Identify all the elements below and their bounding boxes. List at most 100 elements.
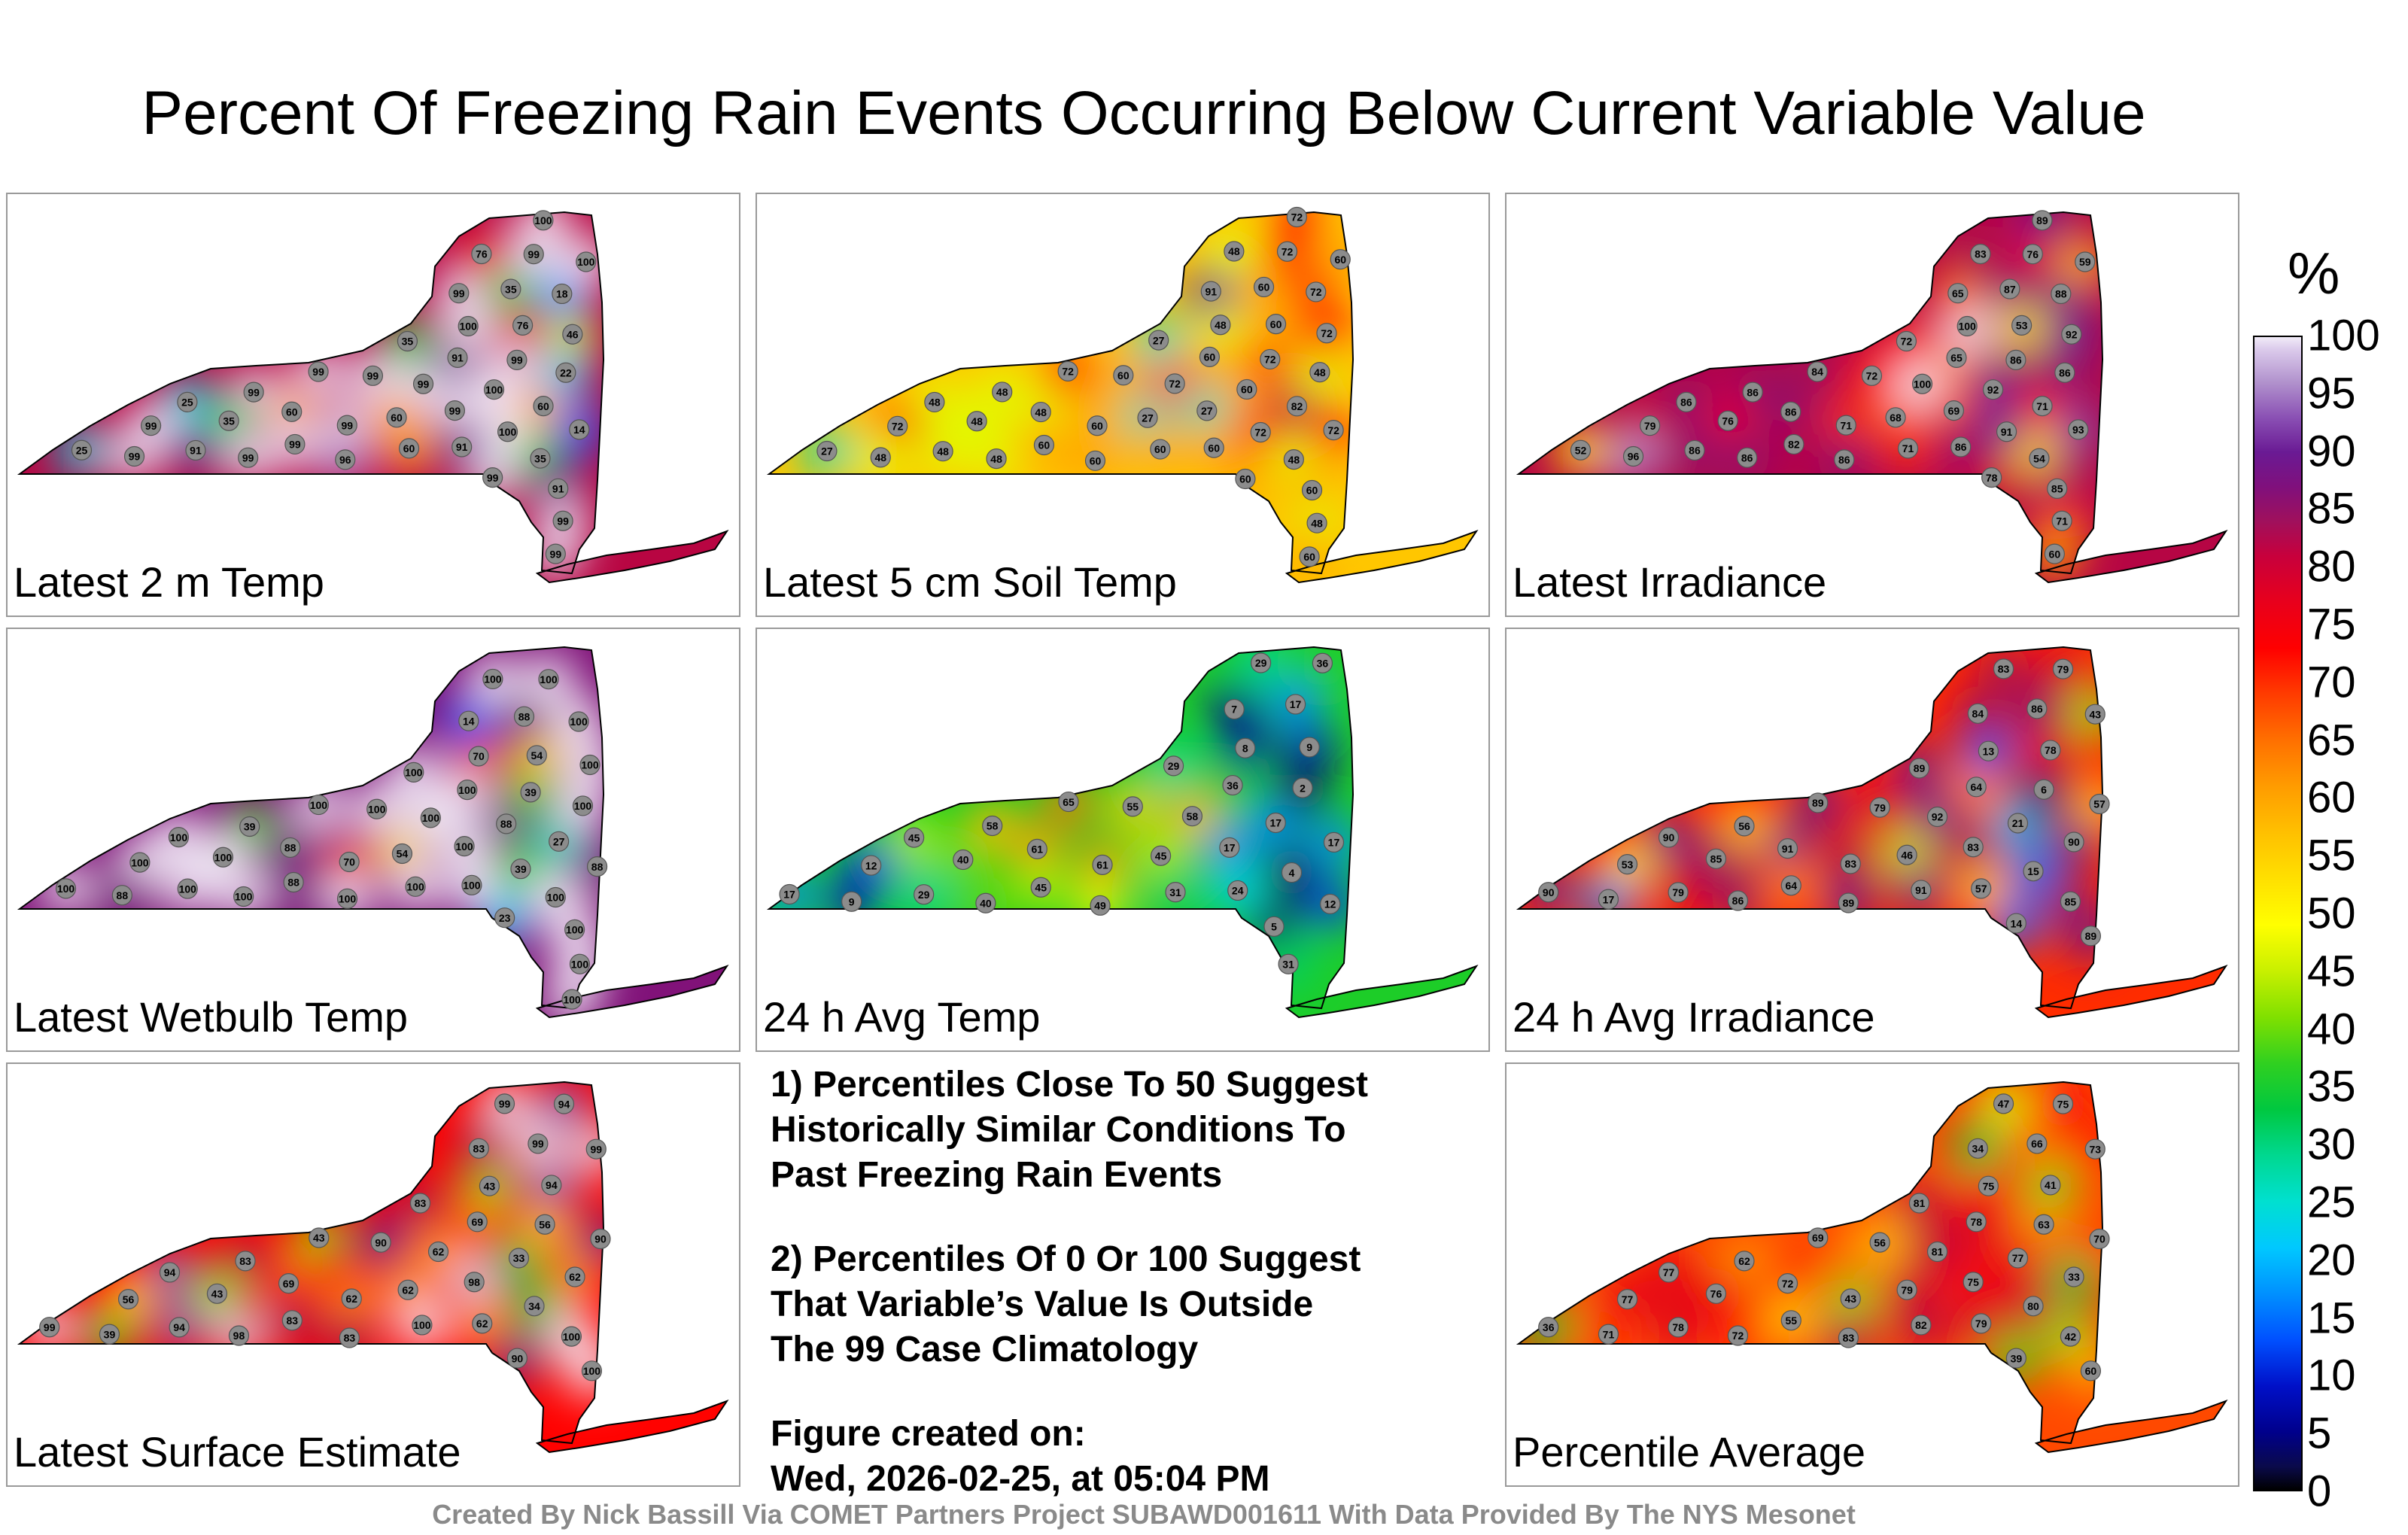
station-marker bbox=[281, 1310, 303, 1331]
station-value: 62 bbox=[1738, 1255, 1750, 1267]
station-value: 90 bbox=[1543, 886, 1555, 898]
station-value: 39 bbox=[524, 786, 537, 798]
station-value: 83 bbox=[1967, 841, 1979, 853]
colorbar-tick-label: 85 bbox=[2307, 484, 2356, 533]
station-value: 60 bbox=[1334, 254, 1346, 266]
station-marker bbox=[309, 1227, 330, 1248]
station-marker bbox=[1896, 1279, 1917, 1300]
station-marker bbox=[561, 1326, 582, 1347]
station-marker bbox=[870, 447, 891, 468]
station-value: 17 bbox=[1290, 698, 1302, 710]
station-marker bbox=[2051, 510, 2072, 531]
station-marker bbox=[1783, 433, 1804, 455]
station-marker bbox=[569, 953, 591, 974]
station-value: 88 bbox=[591, 861, 604, 873]
station-value: 60 bbox=[391, 412, 403, 424]
station-marker bbox=[458, 710, 479, 731]
station-value: 86 bbox=[1785, 406, 1797, 418]
station-marker bbox=[523, 244, 544, 265]
station-value: 17 bbox=[1328, 837, 1340, 849]
station-marker bbox=[471, 243, 492, 265]
station-marker bbox=[239, 816, 260, 837]
station-marker bbox=[1926, 806, 1948, 828]
station-marker bbox=[2026, 698, 2048, 719]
station-marker bbox=[496, 813, 517, 834]
station-marker bbox=[1236, 378, 1257, 400]
interpolated-field bbox=[1519, 212, 2226, 582]
station-marker bbox=[533, 210, 554, 231]
station-value: 63 bbox=[2038, 1218, 2050, 1230]
station-marker bbox=[1150, 845, 1172, 866]
station-value: 91 bbox=[2001, 426, 2013, 438]
field-background bbox=[20, 647, 727, 1017]
station-marker bbox=[1570, 439, 1592, 460]
station-value: 100 bbox=[214, 851, 233, 863]
station-value: 62 bbox=[569, 1271, 581, 1283]
station-marker bbox=[451, 436, 473, 457]
station-marker bbox=[561, 989, 582, 1010]
station-value: 60 bbox=[1117, 369, 1130, 381]
station-marker bbox=[538, 669, 559, 690]
station-value: 100 bbox=[534, 214, 552, 226]
station-value: 23 bbox=[499, 912, 511, 924]
station-marker bbox=[1299, 737, 1320, 758]
station-value: 79 bbox=[1644, 420, 1656, 432]
station-value: 60 bbox=[1038, 439, 1050, 451]
station-marker bbox=[1981, 467, 2002, 488]
station-marker bbox=[1210, 315, 1231, 336]
station-marker bbox=[1026, 838, 1047, 859]
station-marker bbox=[1299, 546, 1320, 567]
station-value: 91 bbox=[456, 441, 468, 453]
station-marker bbox=[932, 441, 953, 462]
station-marker bbox=[278, 1273, 299, 1294]
station-value: 75 bbox=[2057, 1098, 2069, 1110]
station-value: 100 bbox=[540, 673, 558, 685]
station-marker bbox=[1737, 447, 1758, 468]
interpolated-field bbox=[20, 212, 727, 582]
station-value: 88 bbox=[2055, 288, 2067, 300]
station-value: 15 bbox=[2027, 865, 2039, 877]
station-value: 70 bbox=[473, 750, 485, 762]
station-value: 54 bbox=[531, 749, 543, 761]
station-value: 69 bbox=[1812, 1232, 1824, 1244]
station-marker bbox=[281, 401, 303, 422]
station-value: 89 bbox=[2085, 930, 2097, 942]
station-value: 78 bbox=[1986, 472, 1998, 484]
station-value: 75 bbox=[1967, 1276, 1979, 1288]
station-marker bbox=[420, 807, 441, 828]
station-value: 99 bbox=[145, 420, 157, 432]
station-value: 48 bbox=[1311, 517, 1323, 529]
station-marker bbox=[2063, 1266, 2084, 1287]
station-value: 60 bbox=[537, 400, 549, 412]
station-value: 86 bbox=[1732, 895, 1744, 907]
station-value: 99 bbox=[449, 405, 461, 417]
station-value: 55 bbox=[1127, 801, 1139, 813]
station-marker bbox=[1999, 278, 2020, 299]
station-marker bbox=[479, 1175, 500, 1196]
colorbar-tick-label: 60 bbox=[2307, 773, 2356, 822]
station-value: 83 bbox=[239, 1255, 251, 1267]
station-marker bbox=[1963, 837, 1984, 858]
station-value: 69 bbox=[1948, 405, 1960, 417]
station-marker bbox=[1330, 249, 1351, 270]
station-marker bbox=[457, 780, 478, 801]
station-value: 99 bbox=[418, 378, 430, 390]
map-panel-percentile-average: 72 69 43 62 56 55 79 76 83 81 72 82 77 81 75 78 78 79 77 77… bbox=[1505, 1062, 2239, 1487]
station-value: 56 bbox=[1874, 1236, 1886, 1248]
station-value: 90 bbox=[375, 1236, 387, 1248]
station-value: 46 bbox=[567, 328, 579, 340]
station-marker bbox=[2063, 831, 2084, 853]
station-marker bbox=[2005, 1348, 2026, 1369]
station-value: 76 bbox=[1722, 415, 1734, 427]
station-value: 90 bbox=[1663, 831, 1675, 843]
station-marker bbox=[1970, 243, 1991, 265]
station-value: 72 bbox=[1264, 354, 1276, 366]
station-marker bbox=[2047, 478, 2068, 499]
station-value: 86 bbox=[1689, 445, 1701, 457]
state-outline bbox=[1516, 646, 2104, 1010]
station-value: 100 bbox=[484, 673, 502, 685]
station-marker bbox=[228, 1325, 250, 1346]
station-marker bbox=[2032, 210, 2053, 231]
station-marker bbox=[494, 1093, 515, 1114]
station-marker bbox=[552, 283, 573, 305]
